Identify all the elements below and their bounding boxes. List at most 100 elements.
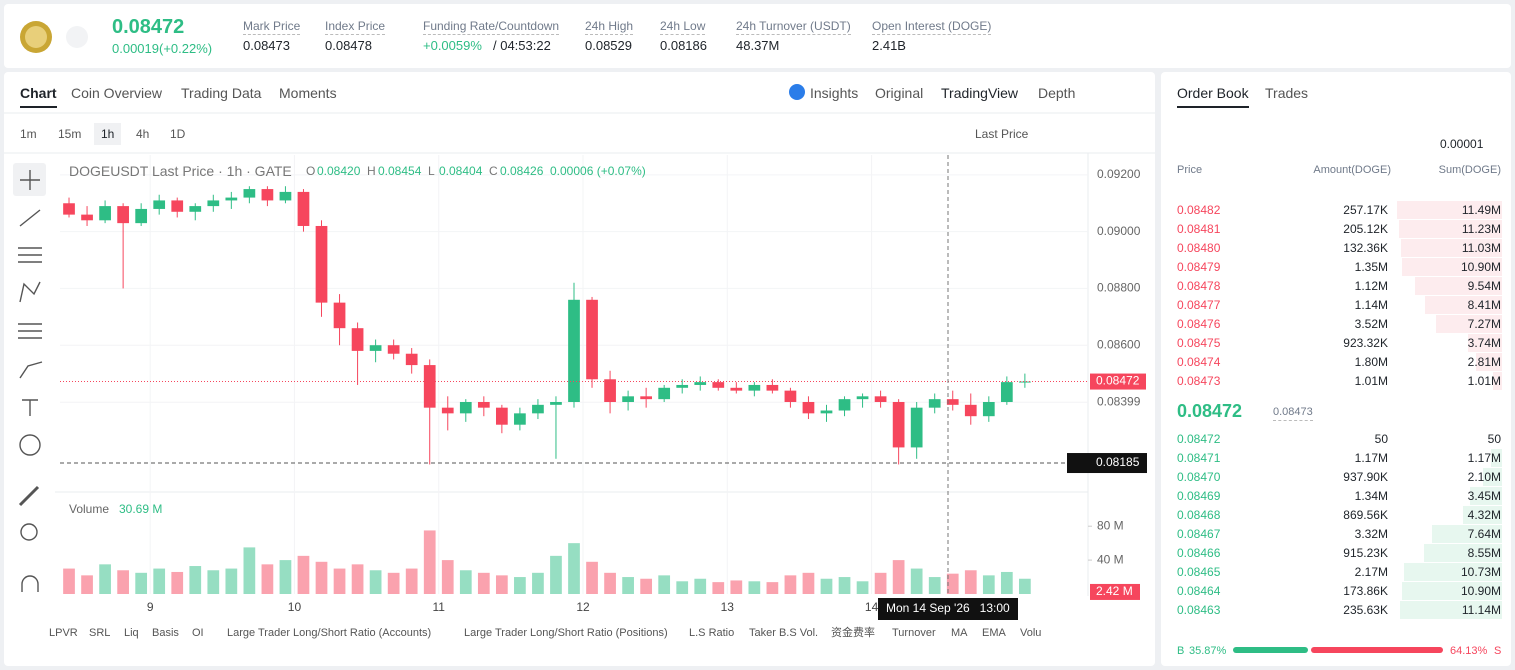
volume-bar (369, 570, 382, 594)
chart-tab[interactable]: Coin Overview (71, 85, 163, 101)
ob-last: 0.08472 (1177, 401, 1243, 421)
indicator[interactable]: 资金费率 (831, 627, 875, 639)
indicator[interactable]: SRL (89, 627, 111, 639)
candle-body (766, 384, 779, 391)
x-tick-label: 13 (721, 600, 735, 614)
drawing-tools[interactable] (13, 163, 46, 592)
ob-price[interactable]: 0.08469 (1177, 489, 1221, 503)
indicator[interactable]: Liq (124, 627, 139, 639)
ob-tab[interactable]: Order Book (1177, 85, 1249, 108)
ob-tab[interactable]: Trades (1265, 85, 1309, 101)
ob-price[interactable]: 0.08482 (1177, 203, 1221, 217)
indicator[interactable]: MA (951, 627, 968, 639)
crosshair-time-tag (878, 598, 1018, 620)
ob-precision[interactable]: 0.00001 (1440, 137, 1484, 151)
indicator[interactable]: Basis (152, 627, 179, 639)
view-tab[interactable]: Depth (1038, 85, 1076, 101)
ob-price[interactable]: 0.08470 (1177, 470, 1221, 484)
ob-price[interactable]: 0.08463 (1177, 603, 1221, 617)
depth-bar (1491, 449, 1502, 467)
candle-body (1000, 382, 1013, 402)
chart-tab[interactable]: Trading Data (181, 85, 262, 101)
ob-price[interactable]: 0.08464 (1177, 584, 1221, 598)
ob-price[interactable]: 0.08465 (1177, 565, 1221, 579)
y-tick-label: 0.09000 (1097, 224, 1141, 238)
favorite-button[interactable] (66, 26, 88, 48)
view-tab[interactable]: TradingView (941, 85, 1019, 101)
ob-sell-ratio: 64.13% (1450, 645, 1488, 657)
chart-tab[interactable]: Moments (279, 85, 337, 101)
legend-value: 0.08454 (378, 164, 422, 178)
indicator[interactable]: L.S Ratio (689, 627, 735, 639)
tool-channel[interactable] (18, 247, 42, 263)
ob-price[interactable]: 0.08466 (1177, 546, 1221, 560)
candle-body (477, 401, 490, 408)
ob-price[interactable]: 0.08474 (1177, 355, 1221, 369)
ob-price[interactable]: 0.08477 (1177, 298, 1221, 312)
ob-price[interactable]: 0.08473 (1177, 374, 1221, 388)
candle-body (982, 401, 995, 417)
interval[interactable]: 1D (170, 127, 186, 141)
tool-ruler[interactable] (18, 485, 40, 507)
interval[interactable]: 15m (58, 127, 82, 141)
ob-price[interactable]: 0.08478 (1177, 279, 1221, 293)
tool-fib[interactable] (18, 323, 42, 339)
price-type[interactable]: Last Price (975, 127, 1029, 141)
tool-text[interactable] (22, 399, 38, 416)
tool-zoom[interactable] (20, 523, 38, 541)
view-tab[interactable]: Insights (810, 85, 859, 101)
volume-bar (81, 575, 93, 594)
indicator[interactable]: EMA (982, 627, 1006, 639)
ob-amount: 173.86K (1343, 584, 1388, 598)
ob-price[interactable]: 0.08476 (1177, 317, 1221, 331)
volume-bar (514, 577, 526, 594)
tool-emoji[interactable] (19, 434, 41, 456)
crosshair-volume-label: 2.42 M (1096, 584, 1133, 598)
insights-icon (789, 84, 805, 100)
tool-line[interactable] (19, 209, 41, 227)
ob-price[interactable]: 0.08472 (1177, 432, 1221, 446)
volume-bar (261, 564, 274, 594)
ob-amount: 1.14M (1354, 298, 1388, 312)
x-tick-label: 11 (433, 600, 446, 614)
indicator[interactable]: LPVR (49, 627, 78, 639)
depth-bar (1492, 372, 1502, 390)
interval[interactable]: 1m (20, 127, 37, 141)
tool-pattern[interactable] (19, 281, 41, 303)
ob-price[interactable]: 0.08468 (1177, 508, 1221, 522)
tool-magnet[interactable] (21, 575, 39, 592)
tool-brush[interactable] (19, 361, 43, 379)
volume-bar (279, 560, 292, 594)
ob-price[interactable]: 0.08475 (1177, 336, 1221, 350)
candle-body (820, 410, 833, 414)
volume-bar (423, 530, 436, 594)
stat-value: 48.37M (736, 38, 780, 53)
candle-body (225, 197, 238, 201)
volume-bar (946, 573, 959, 594)
ob-price[interactable]: 0.08481 (1177, 222, 1221, 236)
ob-price[interactable]: 0.08467 (1177, 527, 1221, 541)
indicator[interactable]: Taker B.S Vol. (749, 627, 819, 639)
indicator[interactable]: Large Trader Long/Short Ratio (Positions… (464, 627, 668, 639)
view-tab[interactable]: Original (875, 85, 924, 101)
volume-bar (658, 575, 671, 594)
candle-body (1019, 381, 1031, 383)
volume-bar (766, 582, 779, 594)
ob-sum: 11.49M (1461, 203, 1501, 217)
interval[interactable]: 1h (94, 123, 122, 145)
indicator[interactable]: Turnover (892, 627, 936, 639)
x-tick-label: 9 (147, 600, 154, 614)
ob-price[interactable]: 0.08480 (1177, 241, 1221, 255)
indicator[interactable]: OI (192, 627, 204, 639)
indicator[interactable]: Volu (1020, 627, 1042, 639)
tool-cross[interactable] (20, 170, 40, 190)
stat-label: Mark Price (243, 19, 301, 35)
indicator[interactable]: Large Trader Long/Short Ratio (Accounts) (227, 627, 432, 639)
chart-tab[interactable]: Chart (20, 85, 57, 108)
chart: 0.09200 0.09000 0.08800 0.08600 0.08399 9 10 11… (4, 21, 1155, 620)
ob-price[interactable]: 0.08471 (1177, 451, 1221, 465)
stat-value: +0.0059% (423, 38, 482, 53)
interval[interactable]: 4h (136, 127, 150, 141)
ob-price[interactable]: 0.08479 (1177, 260, 1221, 274)
ob-amount: 1.34M (1354, 489, 1388, 503)
